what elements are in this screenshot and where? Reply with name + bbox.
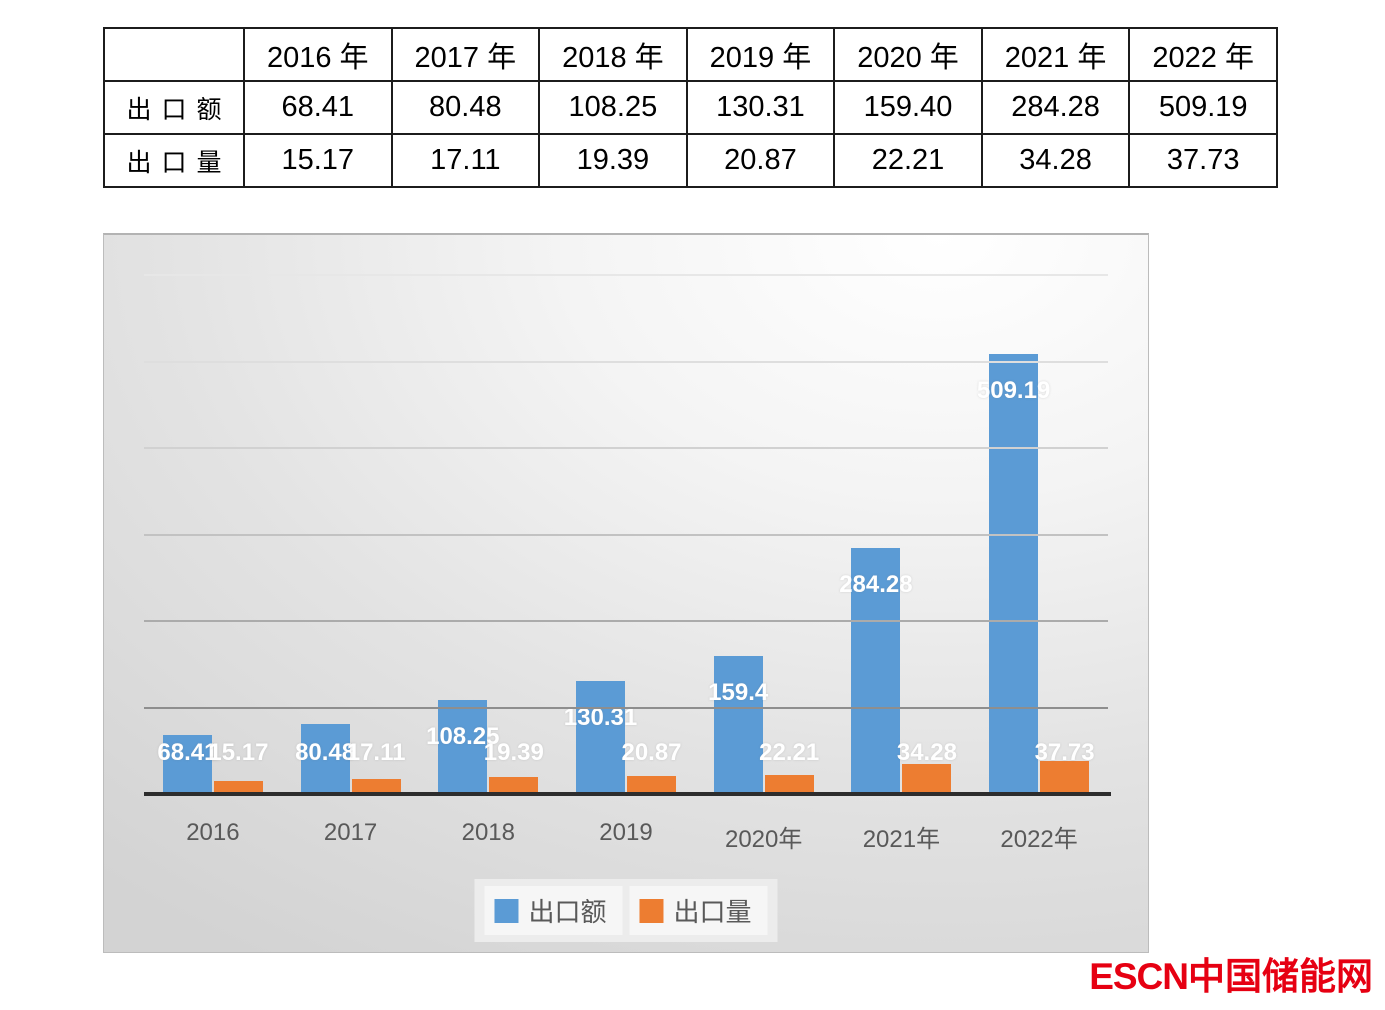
x-axis-label: 2018: [461, 819, 515, 846]
value-cell: 37.73: [1128, 133, 1278, 188]
data-label-export-volume: 15.17: [208, 739, 269, 766]
escn-logo: ESCN中国储能网: [1089, 954, 1373, 1000]
x-axis-label: 2020年: [724, 826, 803, 853]
bar-export-volume-2021年: [902, 764, 952, 794]
table-row: 出口额 68.41 80.48 108.25 130.31 159.40 284.28 509…: [103, 80, 1278, 135]
data-label-export-value: 284.28: [839, 571, 913, 599]
x-axis-label: 2016: [186, 819, 240, 846]
value-cell: 17.11: [390, 133, 541, 188]
bar-export-value-2021年: [851, 548, 901, 794]
data-label-export-volume: 17.11: [346, 739, 406, 766]
table-row: 出口量 15.17 17.11 19.39 20.87 22.21 34.28 37.73: [103, 133, 1278, 188]
bar-export-volume-2016: [213, 780, 263, 794]
bar-export-value-2016: [162, 734, 212, 794]
x-axis-label: 2021年: [862, 826, 941, 853]
bar-chart: 68.41 15.17 80.48 17.11 108.25 19.39 130.31 20.…: [103, 233, 1149, 953]
value-cell: 22.21: [833, 133, 983, 188]
x-axis-label: 2022年: [1000, 826, 1078, 853]
bar-export-volume-2019: [627, 775, 676, 794]
gridline: [144, 447, 1108, 449]
value-cell: 284.28: [980, 80, 1131, 135]
bar-export-volume-2017: [351, 779, 401, 794]
table-header-row: 2016 年 2017 年 2018 年 2019 年 2020 年 2021 年 2022…: [103, 27, 1278, 82]
chart-legend: 出口额 出口量: [474, 879, 778, 942]
data-label-export-value: 68.41: [157, 739, 218, 766]
data-label-export-volume: 19.39: [483, 739, 544, 766]
gridline: [144, 360, 1108, 363]
data-label-export-value: 159.4: [708, 679, 769, 707]
data-label-export-volume: 20.87: [621, 739, 682, 766]
legend-label: 出口量: [673, 897, 752, 927]
data-label-export-volume: 34.28: [896, 739, 957, 766]
bar-export-volume-2020年: [764, 774, 814, 794]
x-axis-line: [144, 792, 1111, 796]
row-label-cell: 出口额: [103, 80, 245, 135]
gridline: [144, 533, 1108, 536]
export-data-table: 2016 年 2017 年 2018 年 2019 年 2020 年 2021 年 2022…: [103, 27, 1278, 188]
gridline: [144, 620, 1108, 622]
bar-export-volume-2018: [489, 777, 539, 794]
value-cell: 19.39: [538, 133, 688, 188]
value-cell: 68.41: [243, 80, 393, 135]
gridline: [144, 706, 1108, 709]
year-header-cell: 2021 年: [980, 27, 1131, 82]
logo-latin-text: ESCN: [1089, 956, 1189, 997]
legend-swatch-icon: [639, 898, 664, 923]
year-header-cell: 2017 年: [390, 27, 541, 82]
gridline: [144, 274, 1108, 276]
legend-label: 出口额: [528, 897, 607, 927]
legend-item: 出口量: [629, 886, 768, 935]
bar-export-value-2022年: [989, 353, 1039, 794]
data-label-export-value: 108.25: [426, 723, 500, 751]
value-cell: 509.19: [1128, 80, 1278, 135]
data-label-export-value: 130.31: [563, 704, 638, 732]
data-label-export-value: 509.19: [976, 376, 1051, 404]
bar-export-value-2020年: [713, 656, 763, 794]
x-axis-label: 2019: [599, 819, 653, 846]
value-cell: 130.31: [685, 80, 836, 135]
year-header-cell: 2016 年: [243, 27, 393, 82]
value-cell: 15.17: [243, 133, 393, 188]
value-cell: 34.28: [980, 133, 1131, 188]
bar-export-value-2019: [576, 681, 625, 794]
legend-swatch-icon: [494, 898, 519, 923]
value-cell: 20.87: [685, 133, 836, 188]
legend-item: 出口额: [484, 886, 623, 935]
table-corner-cell: [103, 27, 245, 82]
year-header-cell: 2019 年: [685, 27, 836, 82]
data-label-export-value: 80.48: [295, 739, 356, 766]
value-cell: 159.40: [833, 80, 983, 135]
year-header-cell: 2018 年: [538, 27, 688, 82]
year-header-cell: 2022 年: [1128, 27, 1278, 82]
bar-export-volume-2022年: [1040, 761, 1090, 794]
data-label-export-volume: 37.73: [1034, 739, 1095, 766]
bar-export-value-2018: [438, 700, 488, 794]
data-label-export-volume: 22.21: [759, 739, 820, 766]
year-header-cell: 2020 年: [833, 27, 983, 82]
bar-export-value-2017: [300, 724, 350, 794]
row-label-cell: 出口量: [103, 133, 245, 188]
value-cell: 108.25: [538, 80, 688, 135]
plot-area: 68.41 15.17 80.48 17.11 108.25 19.39 130.31 20.…: [144, 275, 1108, 794]
logo-cjk-text: 中国储能网: [1188, 956, 1373, 997]
value-cell: 80.48: [390, 80, 541, 135]
x-axis-label: 2017: [323, 819, 378, 846]
